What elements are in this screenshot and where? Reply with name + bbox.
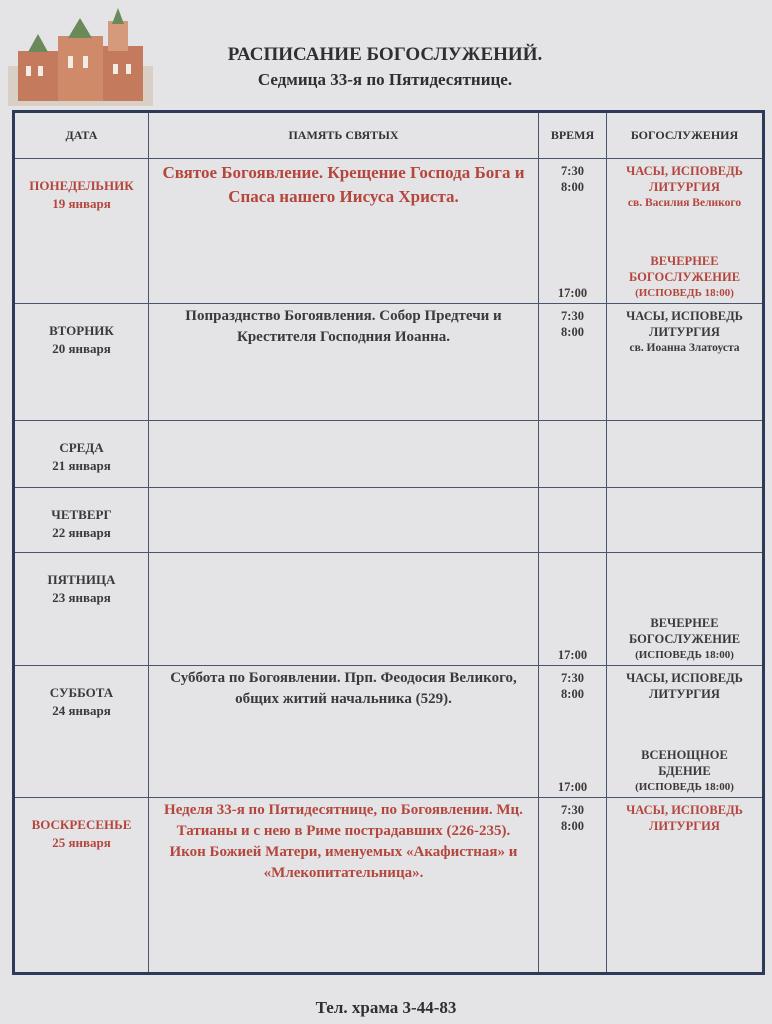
evening-service-name: ВСЕНОЩНОЕ [641, 748, 728, 762]
services-cell: ЧАСЫ, ИСПОВЕДЬ ЛИТУРГИЯ св. Василия Велико… [606, 158, 764, 304]
weekday: ПОНЕДЕЛЬНИК [29, 178, 134, 193]
weekday: СУББОТА [49, 685, 114, 700]
date-cell: ВТОРНИК 20 января [13, 303, 149, 421]
date: 23 января [52, 590, 111, 605]
table-header-row: ДАТА ПАМЯТЬ СВЯТЫХ ВРЕМЯ БОГОСЛУЖЕНИЯ [13, 111, 764, 159]
confession-note: (ИСПОВЕДЬ 18:00) [635, 287, 734, 299]
evening-service-name: БДЕНИЕ [658, 764, 711, 778]
service-name: ЛИТУРГИЯ [649, 325, 720, 339]
service-subtitle: св. Василия Великого [627, 197, 742, 209]
services-cell: ЧАСЫ, ИСПОВЕДЬ ЛИТУРГИЯ св. Иоанна Златоус… [606, 303, 764, 421]
table-row: ВТОРНИК 20 января Попразднство Богоявления… [13, 303, 764, 421]
service-time: 8:00 [561, 325, 584, 339]
memory-cell [148, 487, 539, 553]
date-cell: ПЯТНИЦА 23 января [13, 552, 149, 666]
memory-text: Попразднство Богоявления. Собор Предтечи… [185, 308, 502, 345]
table-row: ВОСКРЕСЕНЬЕ 25 января Неделя 33-я по Пятид… [13, 797, 764, 974]
table-row: ЧЕТВЕРГ 22 января [13, 487, 764, 553]
service-name: ЛИТУРГИЯ [649, 687, 720, 701]
date-cell: ЧЕТВЕРГ 22 января [13, 487, 149, 553]
service-name: ЛИТУРГИЯ [649, 819, 720, 833]
church-illustration-logo [8, 8, 153, 106]
service-subtitle: св. Иоанна Златоуста [629, 342, 740, 354]
service-name: ЧАСЫ, ИСПОВЕДЬ [626, 671, 743, 685]
services-cell [606, 487, 764, 553]
date-cell: ВОСКРЕСЕНЬЕ 25 января [13, 797, 149, 974]
confession-note: (ИСПОВЕДЬ 18:00) [635, 781, 734, 793]
weekday: ПЯТНИЦА [47, 572, 116, 587]
weekday: СРЕДА [59, 440, 104, 455]
memory-cell [148, 552, 539, 666]
date: 19 января [52, 196, 111, 211]
evening-services: ВЕЧЕРНЕЕ БОГОСЛУЖЕНИЕ (ИСПОВЕДЬ 18:00) [607, 615, 762, 663]
time-cell [538, 487, 607, 553]
service-name: ЧАСЫ, ИСПОВЕДЬ [626, 803, 743, 817]
column-header-memory: ПАМЯТЬ СВЯТЫХ [148, 111, 539, 159]
schedule-table: ДАТА ПАМЯТЬ СВЯТЫХ ВРЕМЯ БОГОСЛУЖЕНИЯ ПО… [12, 110, 765, 975]
memory-cell: Попразднство Богоявления. Собор Предтечи… [148, 303, 539, 421]
date: 24 января [52, 703, 111, 718]
confession-note: (ИСПОВЕДЬ 18:00) [635, 649, 734, 661]
memory-cell: Неделя 33-я по Пятидесятнице, по Богоявл… [148, 797, 539, 974]
services-cell: ЧАСЫ, ИСПОВЕДЬ ЛИТУРГИЯ ВСЕНОЩНОЕ БДЕНИЕ (ИС… [606, 665, 764, 798]
service-name: ЛИТУРГИЯ [649, 180, 720, 194]
evening-service-name: БОГОСЛУЖЕНИЕ [628, 270, 741, 284]
table-row: ПЯТНИЦА 23 января 17:00 ВЕЧЕРНЕЕ БОГОСЛУЖЕНИ… [13, 552, 764, 666]
weekday: ВОСКРЕСЕНЬЕ [31, 817, 132, 832]
date: 25 января [52, 835, 111, 850]
evening-service-name: БОГОСЛУЖЕНИЕ [628, 632, 741, 646]
service-time: 8:00 [561, 819, 584, 833]
table-row: СРЕДА 21 января [13, 420, 764, 488]
evening-service-name: ВЕЧЕРНЕЕ [650, 616, 719, 630]
table-row: СУББОТА 24 января Суббота по Богоявлении. … [13, 665, 764, 798]
date: 20 января [52, 341, 111, 356]
time-cell: 7:30 8:00 [538, 797, 607, 974]
service-name: ЧАСЫ, ИСПОВЕДЬ [626, 164, 743, 178]
memory-cell: Суббота по Богоявлении. Прп. Феодосия Ве… [148, 665, 539, 798]
date: 22 января [52, 525, 111, 540]
service-time: 7:30 [561, 309, 584, 323]
memory-text: Суббота по Богоявлении. Прп. Феодосия Ве… [170, 670, 517, 707]
page-subtitle: Седмица 33-я по Пятидесятнице. [257, 70, 513, 89]
date-cell: СРЕДА 21 января [13, 420, 149, 488]
column-header-date: ДАТА [13, 111, 149, 159]
memory-text: Неделя 33-я по Пятидесятнице, по Богоявл… [164, 802, 523, 881]
evening-time: 17:00 [557, 286, 588, 300]
services-cell [606, 420, 764, 488]
evening-service-name: ВЕЧЕРНЕЕ [650, 254, 719, 268]
service-time: 7:30 [561, 164, 584, 178]
time-cell: 7:30 8:00 17:00 [538, 665, 607, 798]
time-cell: 7:30 8:00 17:00 [538, 158, 607, 304]
memory-text: Святое Богоявление. Крещение Господа Бог… [162, 163, 525, 206]
evening-time: 17:00 [557, 780, 588, 794]
services-cell: ВЕЧЕРНЕЕ БОГОСЛУЖЕНИЕ (ИСПОВЕДЬ 18:00) [606, 552, 764, 666]
memory-cell: Святое Богоявление. Крещение Господа Бог… [148, 158, 539, 304]
column-header-time: ВРЕМЯ [538, 111, 607, 159]
time-cell: 17:00 [538, 552, 607, 666]
service-time: 8:00 [561, 687, 584, 701]
time-cell: 7:30 8:00 [538, 303, 607, 421]
service-time: 7:30 [561, 803, 584, 817]
evening-services: ВЕЧЕРНЕЕ БОГОСЛУЖЕНИЕ (ИСПОВЕДЬ 18:00) [607, 253, 762, 301]
services-cell: ЧАСЫ, ИСПОВЕДЬ ЛИТУРГИЯ [606, 797, 764, 974]
service-time: 7:30 [561, 671, 584, 685]
page-title: РАСПИСАНИЕ БОГОСЛУЖЕНИЙ. [227, 44, 543, 65]
time-cell [538, 420, 607, 488]
memory-cell [148, 420, 539, 488]
evening-services: ВСЕНОЩНОЕ БДЕНИЕ (ИСПОВЕДЬ 18:00) [607, 747, 762, 795]
weekday: ЧЕТВЕРГ [51, 507, 112, 522]
date-cell: ПОНЕДЕЛЬНИК 19 января [13, 158, 149, 304]
weekday: ВТОРНИК [49, 323, 114, 338]
date: 21 января [52, 458, 111, 473]
table-row: ПОНЕДЕЛЬНИК 19 января Святое Богоявление. … [13, 158, 764, 304]
service-name: ЧАСЫ, ИСПОВЕДЬ [626, 309, 743, 323]
date-cell: СУББОТА 24 января [13, 665, 149, 798]
evening-time: 17:00 [557, 648, 588, 662]
column-header-services: БОГОСЛУЖЕНИЯ [606, 111, 764, 159]
church-phone: Тел. храма 3-44-83 [315, 998, 457, 1017]
service-time: 8:00 [561, 180, 584, 194]
